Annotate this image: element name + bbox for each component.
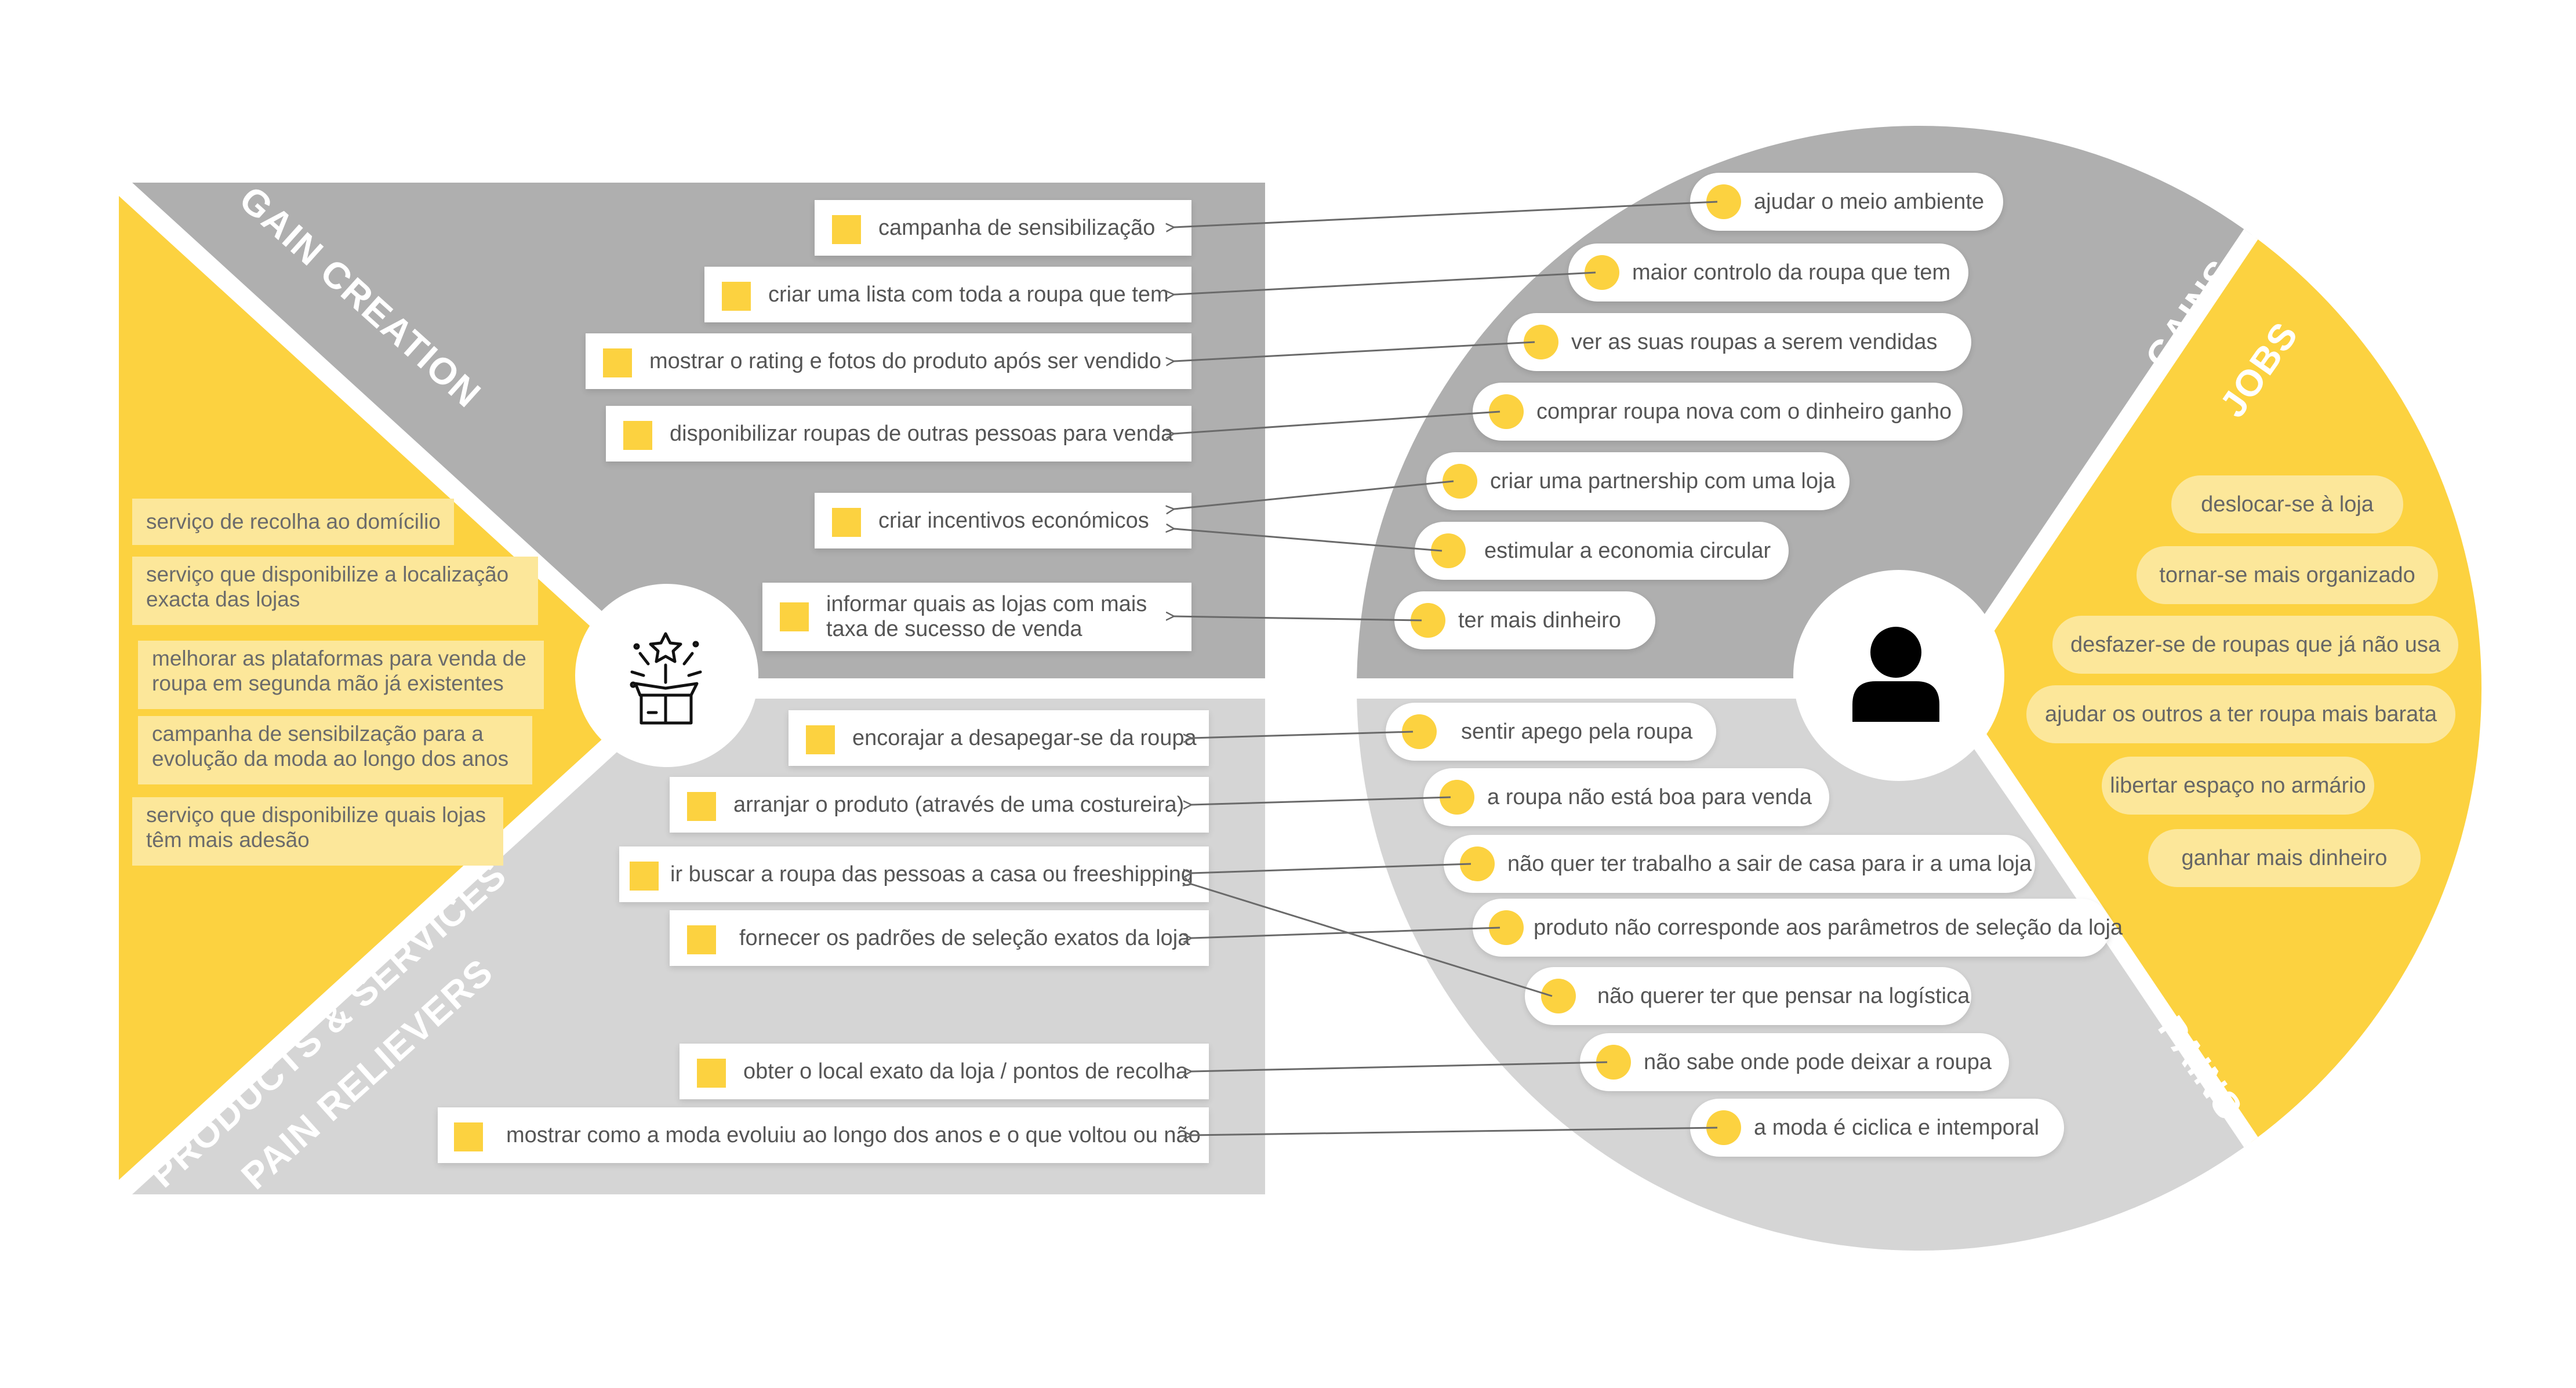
pill-text: não sabe onde pode deixar a roupa xyxy=(1644,1050,1992,1074)
arrow-line xyxy=(1191,1061,1608,1071)
job-pill: ganhar mais dinheiro xyxy=(2148,829,2421,887)
pill-text: ter mais dinheiro xyxy=(1458,608,1621,633)
gain-creator-card: informar quais as lojas com mais taxa de… xyxy=(762,583,1191,651)
card-text: disponibilizar roupas de outras pessoas … xyxy=(670,421,1173,446)
gain-creator-card: criar incentivos económicos xyxy=(815,493,1191,548)
pain-pill: não querer ter que pensar na logística xyxy=(1525,967,1971,1025)
product-item: campanha de sensibilzação para a evoluçã… xyxy=(138,716,532,784)
gain-creator-card: criar uma lista com toda a roupa que tem xyxy=(704,267,1191,322)
product-item: serviço que disponibilize quais lojas tê… xyxy=(132,797,503,866)
product-item: serviço que disponibilize a localização … xyxy=(132,557,538,625)
arrow-line xyxy=(1174,480,1454,509)
card-text: campanha de sensibilização xyxy=(878,215,1156,240)
gain-pill: estimular a economia circular xyxy=(1415,522,1789,580)
pill-text: comprar roupa nova com o dinheiro ganho xyxy=(1536,399,1952,424)
job-pill: deslocar-se à loja xyxy=(2171,475,2403,533)
pill-text: a roupa não está boa para venda xyxy=(1487,785,1812,809)
gain-pill: ter mais dinheiro xyxy=(1394,591,1655,649)
gain-pill: ver as suas roupas a serem vendidas xyxy=(1507,313,1971,371)
pill-text: produto não corresponde aos parâmetros d… xyxy=(1534,915,2123,940)
card-text: mostrar o rating e fotos do produto após… xyxy=(649,348,1161,373)
pain-reliever-card: mostrar como a moda evoluiu ao longo dos… xyxy=(438,1107,1209,1163)
pain-reliever-card: encorajar a desapegar-se da roupa xyxy=(789,710,1209,766)
pain-reliever-card: ir buscar a roupa das pessoas a casa ou … xyxy=(619,846,1209,902)
gain-pill: ajudar o meio ambiente xyxy=(1690,173,2003,231)
card-text: obter o local exato da loja / pontos de … xyxy=(743,1059,1188,1084)
arrow-line xyxy=(1174,341,1535,361)
card-text: criar uma lista com toda a roupa que tem xyxy=(768,282,1169,307)
arrow-line xyxy=(1174,529,1443,552)
arrow-line xyxy=(1191,796,1451,805)
pill-text: estimular a economia circular xyxy=(1484,539,1771,563)
pain-pill: produto não corresponde aos parâmetros d… xyxy=(1473,899,2123,957)
card-text: criar incentivos económicos xyxy=(878,508,1149,533)
pill-text: sentir apego pela roupa xyxy=(1461,720,1693,744)
product-item: serviço de recolha ao domícilio xyxy=(132,499,454,545)
pain-reliever-card: fornecer os padrões de seleção exatos da… xyxy=(670,910,1209,966)
pain-pill: não quer ter trabalho a sair de casa par… xyxy=(1444,835,2035,893)
gain-pill: criar uma partnership com uma loja xyxy=(1426,452,1850,510)
pill-text: ver as suas roupas a serem vendidas xyxy=(1571,330,1938,354)
pill-text: ajudar o meio ambiente xyxy=(1754,190,1985,214)
card-text: ir buscar a roupa das pessoas a casa ou … xyxy=(670,862,1193,886)
pain-pill: não sabe onde pode deixar a roupa xyxy=(1580,1033,2009,1091)
arrow-line xyxy=(1174,271,1596,295)
card-text: mostrar como a moda evoluiu ao longo dos… xyxy=(506,1122,1201,1147)
gain-creator-card: campanha de sensibilização xyxy=(815,200,1191,256)
gain-pill: comprar roupa nova com o dinheiro ganho xyxy=(1473,383,1963,441)
card-text: encorajar a desapegar-se da roupa xyxy=(852,725,1197,750)
arrow-line xyxy=(1174,201,1718,227)
arrow-line xyxy=(1174,616,1422,622)
gift-box-icon xyxy=(630,632,702,725)
pain-pill: a roupa não está boa para venda xyxy=(1423,768,1829,826)
pill-text: maior controlo da roupa que tem xyxy=(1632,260,1951,285)
job-pill: libertar espaço no armário xyxy=(2102,757,2374,815)
arrow-line xyxy=(1191,884,1553,997)
arrow-line xyxy=(1174,410,1500,434)
pain-reliever-card: obter o local exato da loja / pontos de … xyxy=(680,1044,1209,1099)
arrow-line xyxy=(1191,863,1472,873)
pill-text: criar uma partnership com uma loja xyxy=(1490,469,1836,493)
gain-pill: maior controlo da roupa que tem xyxy=(1568,244,1968,301)
user-icon xyxy=(1852,627,1939,722)
pill-text: não querer ter que pensar na logística xyxy=(1597,984,1970,1008)
pain-pill: sentir apego pela roupa xyxy=(1386,703,1716,761)
card-text: informar quais as lojas com mais taxa de… xyxy=(826,592,1147,641)
gain-creator-card: disponibilizar roupas de outras pessoas … xyxy=(606,406,1191,462)
product-item: melhorar as plataformas para venda de ro… xyxy=(138,641,544,709)
job-pill: tornar-se mais organizado xyxy=(2137,546,2438,604)
pain-reliever-card: arranjar o produto (através de uma costu… xyxy=(670,777,1209,833)
card-text: fornecer os padrões de seleção exatos da… xyxy=(739,925,1190,950)
gain-creator-card: mostrar o rating e fotos do produto após… xyxy=(586,333,1191,389)
arrow-line xyxy=(1191,1127,1718,1135)
job-pill: ajudar os outros a ter roupa mais barata xyxy=(2026,685,2455,743)
pain-pill: a moda é ciclica e intemporal xyxy=(1690,1099,2064,1157)
pill-text: não quer ter trabalho a sair de casa par… xyxy=(1507,852,2032,876)
job-pill: desfazer-se de roupas que já não usa xyxy=(2052,616,2458,674)
arrow-line xyxy=(1191,731,1414,738)
card-text: arranjar o produto (através de uma costu… xyxy=(733,792,1185,817)
pill-text: a moda é ciclica e intemporal xyxy=(1754,1116,2040,1140)
